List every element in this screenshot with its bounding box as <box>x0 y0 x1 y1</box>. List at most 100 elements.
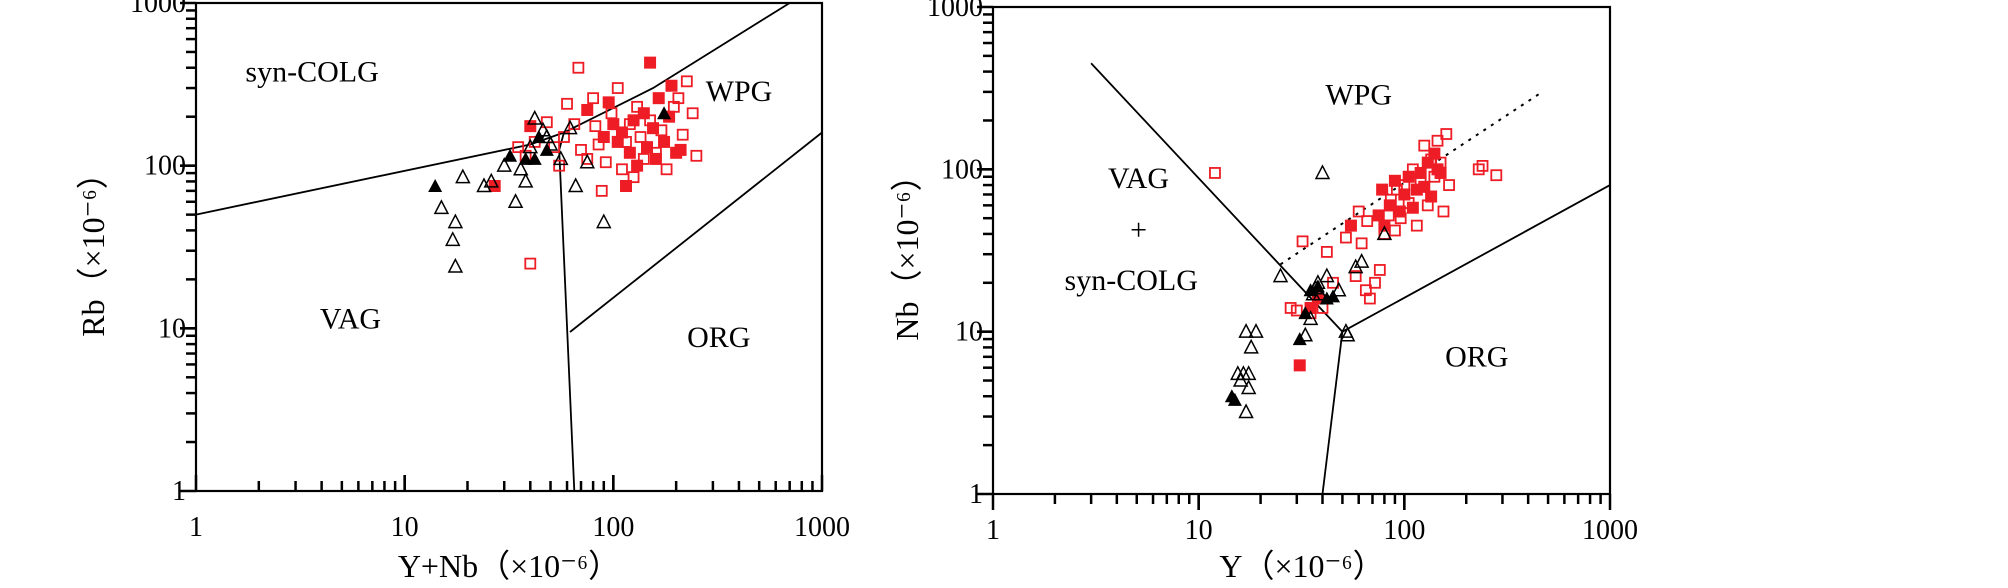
open-triangle-point <box>476 177 492 193</box>
open-square-point <box>524 257 537 270</box>
open-square-point <box>676 128 689 141</box>
open-triangle-point <box>496 157 512 172</box>
open-square-point <box>1355 237 1368 250</box>
open-square-point <box>637 153 650 165</box>
open-square-point <box>1284 302 1297 314</box>
open-triangle-point <box>1319 267 1335 283</box>
open-square-point <box>561 97 573 110</box>
open-square-point <box>1406 163 1419 176</box>
open-triangle-point <box>1353 253 1370 268</box>
x-tick-label: 1000 <box>1582 515 1638 546</box>
filled-triangle-point <box>518 151 533 165</box>
x-tick-label: 1 <box>189 512 203 543</box>
open-square-point <box>1373 264 1386 276</box>
open-square-point <box>592 138 605 151</box>
open-square-point <box>575 144 587 156</box>
x-axis-title: Y+Nb（×10⁻⁶） <box>398 548 620 584</box>
x-tick-label: 100 <box>1383 515 1425 546</box>
filled-square-point <box>1344 219 1357 232</box>
field-label: ORG <box>1445 341 1508 374</box>
plot-frame <box>194 1 824 493</box>
filled-square-point <box>658 135 671 148</box>
open-square-point <box>1359 284 1372 297</box>
field-label: ORG <box>687 321 750 354</box>
open-square-point <box>1352 205 1365 218</box>
open-square-point <box>572 61 585 74</box>
open-square-point <box>611 82 624 94</box>
open-triangle-point <box>447 213 464 229</box>
open-triangle-point <box>1331 281 1347 297</box>
open-square-point <box>1384 193 1397 206</box>
y-tick-label: 100 <box>941 154 983 185</box>
open-triangle-point <box>455 168 471 184</box>
field-boundary-line <box>569 131 823 333</box>
open-square-point <box>1382 209 1395 222</box>
open-triangle-point <box>596 213 612 229</box>
open-square-point <box>1472 163 1485 176</box>
filled-square-point <box>665 79 678 92</box>
open-triangle-point <box>567 177 584 193</box>
filled-square-point <box>1421 156 1434 169</box>
plot-frame <box>991 5 1612 496</box>
panel-rb-vs-ynb: syn-COLG WPG VAG ORG 1 10 100 1000 1 10 100 1000 Y… <box>75 0 850 584</box>
filled-square-point <box>637 107 650 120</box>
open-square-point <box>1410 219 1423 232</box>
open-square-point <box>1394 212 1407 225</box>
open-square-point <box>1476 159 1489 172</box>
open-square-point <box>595 184 608 197</box>
filled-square-point <box>674 143 687 156</box>
open-triangle-point <box>526 109 543 125</box>
x-axis-title: Y（×10⁻⁶） <box>1219 548 1384 584</box>
field-label: syn-COLG <box>245 55 378 88</box>
tick-labels: 1 10 100 1000 1 10 100 1000 <box>927 0 1638 546</box>
filled-square-point <box>1372 209 1385 222</box>
open-triangle-point <box>1339 326 1356 342</box>
open-square-point <box>1369 276 1381 289</box>
open-triangle-point <box>1248 323 1264 338</box>
filled-square-point <box>644 56 657 69</box>
y-tick-label: 100 <box>144 151 186 182</box>
open-triangle-point <box>579 153 595 169</box>
x-tick-label: 100 <box>592 512 634 543</box>
open-triangle-point <box>522 138 539 154</box>
field-label: WPG <box>1325 79 1392 112</box>
x-tick-label: 10 <box>1185 515 1213 546</box>
open-square-point <box>686 107 699 120</box>
open-square-point <box>690 149 703 162</box>
field-boundary-line <box>1341 184 1611 333</box>
open-triangle-point <box>1312 285 1328 301</box>
open-triangle-point <box>1302 310 1319 326</box>
filled-square-point <box>649 152 662 165</box>
open-triangle-point <box>445 231 461 247</box>
filled-triangle-point <box>503 148 518 162</box>
open-triangle-point <box>433 199 450 215</box>
open-square-point <box>1361 215 1374 227</box>
open-triangle-point <box>517 172 534 188</box>
open-square-point <box>587 92 600 105</box>
filled-triangle-point <box>1227 392 1242 406</box>
y-tick-label: 1 <box>969 479 983 510</box>
y-axis-title: Rb（×10⁻⁶） <box>75 157 111 336</box>
open-square-point <box>540 116 553 129</box>
open-triangle-point <box>1238 323 1254 338</box>
open-triangle-point <box>535 121 551 137</box>
open-square-point <box>1421 199 1434 212</box>
open-triangle-point <box>483 172 499 188</box>
y-tick-label: 1 <box>172 476 186 507</box>
filled-square-point <box>1393 205 1406 218</box>
field-label: VAG <box>1108 162 1169 195</box>
open-square-point <box>680 75 693 88</box>
open-square-point <box>672 92 685 105</box>
open-square-point <box>1431 134 1444 147</box>
open-square-point <box>1327 276 1339 289</box>
y-tick-label: 10 <box>158 313 186 344</box>
open-square-point <box>655 124 668 137</box>
open-square-point <box>1402 197 1415 209</box>
open-square-point <box>1209 167 1221 179</box>
field-label: + <box>1130 213 1147 246</box>
open-square-point <box>1340 231 1352 244</box>
open-square-point <box>620 135 632 148</box>
filled-square-point <box>607 118 620 131</box>
filled-square-point <box>627 114 640 127</box>
open-square-point <box>1440 128 1453 140</box>
